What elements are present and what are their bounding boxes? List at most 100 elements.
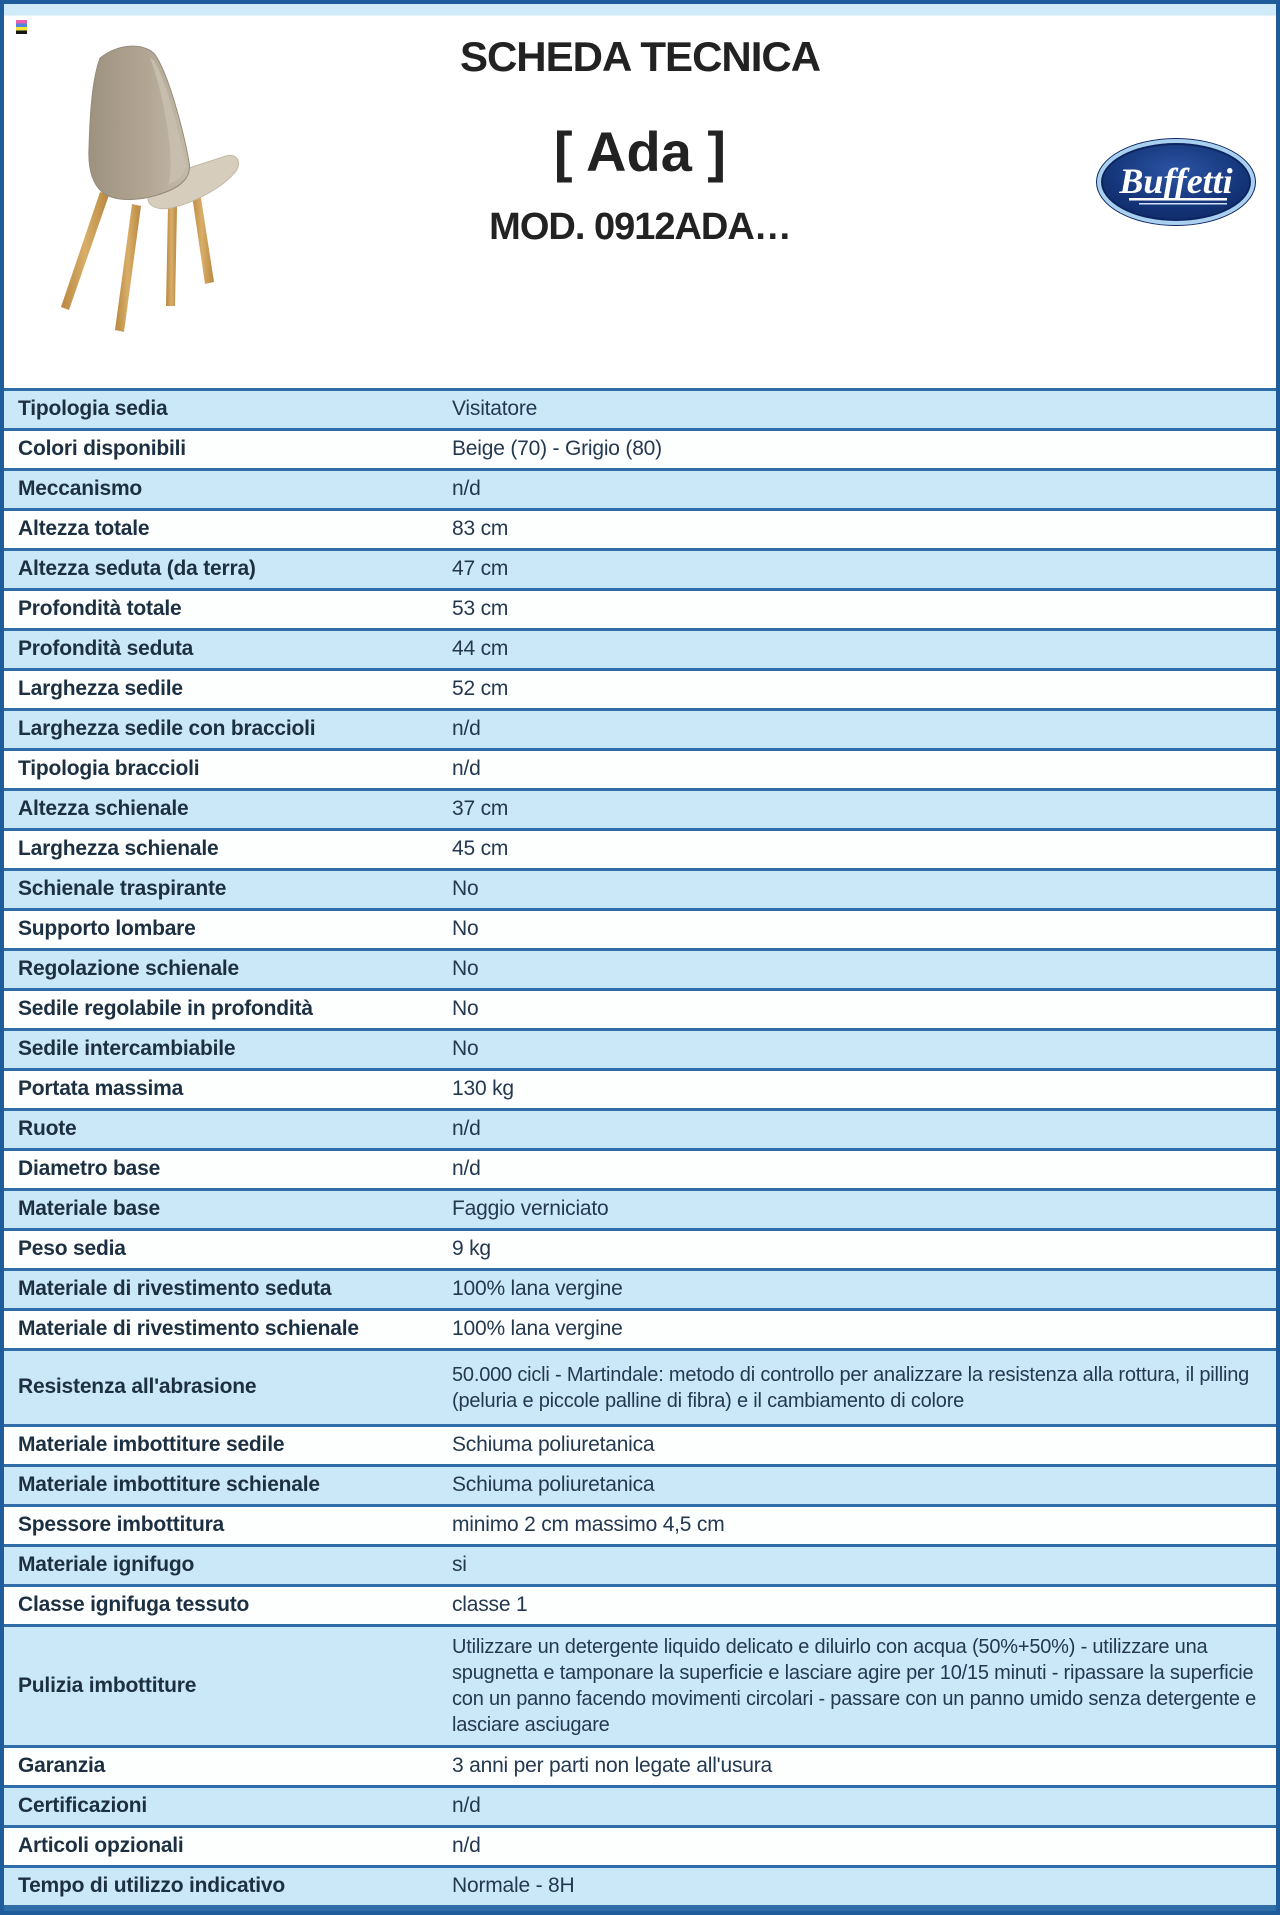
spec-label: Meccanismo	[18, 477, 143, 501]
spec-label: Materiale imbottiture sedile	[18, 1433, 285, 1457]
spec-value: No	[452, 957, 479, 981]
spec-value: Faggio verniciato	[452, 1197, 609, 1221]
spec-value: Utilizzare un detergente liquido delicat…	[452, 1636, 1257, 1736]
spec-label: Altezza schienale	[18, 797, 189, 821]
spec-value: 50.000 cicli - Martindale: metodo di con…	[452, 1363, 1250, 1412]
spec-value: No	[452, 877, 479, 901]
spec-row: Materiale base Faggio verniciato	[4, 1188, 1276, 1228]
spec-value: 130 kg	[452, 1077, 514, 1101]
spec-label: Materiale base	[18, 1197, 160, 1221]
spec-value: n/d	[452, 1157, 481, 1181]
spec-value: 37 cm	[452, 797, 509, 821]
spec-table: Tipologia sedia Visitatore Colori disponib…	[4, 388, 1276, 1905]
spec-row: Ruote n/d	[4, 1108, 1276, 1148]
spec-value: n/d	[452, 717, 481, 741]
spec-value: n/d	[452, 1117, 481, 1141]
spec-row: Profondità seduta 44 cm	[4, 628, 1276, 668]
spec-value: Schiuma poliuretanica	[452, 1473, 655, 1497]
spec-row: Tempo di utilizzo indicativo Normale - 8H	[4, 1865, 1276, 1905]
spec-label: Materiale ignifugo	[18, 1553, 195, 1577]
spec-value: Visitatore	[452, 397, 538, 421]
spec-row: Sedile intercambiabile No	[4, 1028, 1276, 1068]
spec-row: Garanzia 3 anni per parti non legate all'…	[4, 1745, 1276, 1785]
spec-label: Tipologia braccioli	[18, 757, 200, 781]
spec-label: Tipologia sedia	[18, 397, 168, 421]
sheet-header: SCHEDA TECNICA [ Ada ] MOD. 0912ADA… Buf…	[4, 16, 1276, 388]
spec-row: Altezza seduta (da terra) 47 cm	[4, 548, 1276, 588]
cmyk-registration-icon	[16, 20, 27, 34]
spec-row: Materiale imbottiture schienale Schiuma p…	[4, 1464, 1276, 1504]
spec-row: Regolazione schienale No	[4, 948, 1276, 988]
spec-label: Portata massima	[18, 1077, 184, 1101]
product-name: [ Ada ]	[553, 120, 727, 183]
spec-row: Diametro base n/d	[4, 1148, 1276, 1188]
spec-value: No	[452, 917, 479, 941]
spec-label: Profondità seduta	[18, 637, 194, 661]
spec-value: 100% lana vergine	[452, 1317, 623, 1341]
spec-row: Classe ignifuga tessuto classe 1	[4, 1584, 1276, 1624]
spec-row: Pulizia imbottiture Utilizzare un deterge…	[4, 1624, 1276, 1745]
spec-row: Tipologia braccioli n/d	[4, 748, 1276, 788]
spec-label: Larghezza sedile	[18, 677, 183, 701]
spec-value: Normale - 8H	[452, 1874, 575, 1898]
spec-label: Sedile regolabile in profondità	[18, 997, 313, 1021]
spec-label: Peso sedia	[18, 1237, 126, 1261]
spec-label: Spessore imbottitura	[18, 1513, 225, 1537]
spec-label: Sedile intercambiabile	[18, 1037, 236, 1061]
bottom-bar	[4, 1905, 1276, 1911]
spec-label: Resistenza all'abrasione	[18, 1375, 257, 1399]
spec-row: Materiale di rivestimento schienale 100% …	[4, 1308, 1276, 1348]
spec-value: n/d	[452, 477, 481, 501]
spec-value: si	[452, 1553, 467, 1577]
spec-label: Certificazioni	[18, 1794, 148, 1818]
spec-label: Classe ignifuga tessuto	[18, 1593, 250, 1617]
spec-label: Larghezza sedile con braccioli	[18, 717, 316, 741]
spec-row: Materiale imbottiture sedile Schiuma poli…	[4, 1424, 1276, 1464]
spec-row: Meccanismo n/d	[4, 468, 1276, 508]
spec-value: 9 kg	[452, 1237, 491, 1261]
spec-row: Colori disponibili Beige (70) - Grigio (8…	[4, 428, 1276, 468]
spec-row: Larghezza schienale 45 cm	[4, 828, 1276, 868]
spec-row: Peso sedia 9 kg	[4, 1228, 1276, 1268]
spec-value: Schiuma poliuretanica	[452, 1433, 655, 1457]
spec-value: 83 cm	[452, 517, 509, 541]
buffetti-logo: Buffetti	[1096, 138, 1256, 226]
spec-row: Altezza schienale 37 cm	[4, 788, 1276, 828]
spec-value: 45 cm	[452, 837, 509, 861]
spec-value: 44 cm	[452, 637, 509, 661]
spec-label: Profondità totale	[18, 597, 182, 621]
spec-label: Materiale di rivestimento seduta	[18, 1277, 332, 1301]
chair-photo	[61, 45, 240, 332]
spec-value: n/d	[452, 1794, 481, 1818]
spec-value: Beige (70) - Grigio (80)	[452, 437, 662, 461]
spec-value: 100% lana vergine	[452, 1277, 623, 1301]
spec-row: Materiale di rivestimento seduta 100% lan…	[4, 1268, 1276, 1308]
spec-row: Resistenza all'abrasione 50.000 cicli - M…	[4, 1348, 1276, 1424]
spec-label: Diametro base	[18, 1157, 161, 1181]
spec-row: Spessore imbottitura minimo 2 cm massimo …	[4, 1504, 1276, 1544]
spec-row: Sedile regolabile in profondità No	[4, 988, 1276, 1028]
spec-row: Supporto lombare No	[4, 908, 1276, 948]
spec-label: Altezza seduta (da terra)	[18, 557, 256, 581]
top-band	[4, 4, 1276, 16]
spec-value: No	[452, 997, 479, 1021]
spec-row: Portata massima 130 kg	[4, 1068, 1276, 1108]
spec-row: Tipologia sedia Visitatore	[4, 388, 1276, 428]
spec-label: Materiale di rivestimento schienale	[18, 1317, 359, 1341]
spec-label: Altezza totale	[18, 517, 150, 541]
spec-value: 52 cm	[452, 677, 509, 701]
spec-value: 3 anni per parti non legate all'usura	[452, 1754, 772, 1778]
spec-label: Garanzia	[18, 1754, 106, 1778]
spec-label: Tempo di utilizzo indicativo	[18, 1874, 286, 1898]
spec-label: Articoli opzionali	[18, 1834, 184, 1858]
spec-row: Altezza totale 83 cm	[4, 508, 1276, 548]
spec-label: Ruote	[18, 1117, 77, 1141]
spec-label: Larghezza schienale	[18, 837, 219, 861]
model-code: MOD. 0912ADA…	[489, 206, 792, 248]
spec-label: Supporto lombare	[18, 917, 196, 941]
spec-row: Materiale ignifugo si	[4, 1544, 1276, 1584]
spec-label: Materiale imbottiture schienale	[18, 1473, 320, 1497]
spec-value: 47 cm	[452, 557, 509, 581]
spec-value: No	[452, 1037, 479, 1061]
